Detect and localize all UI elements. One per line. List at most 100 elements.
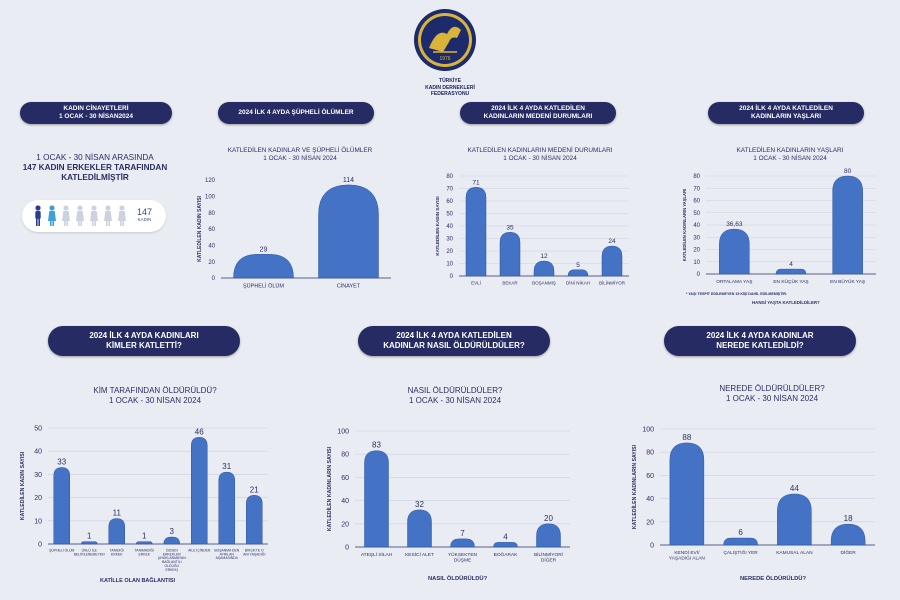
- y-tick-label: 60: [646, 473, 654, 480]
- category-label: BİLİNMİYOR: [599, 280, 626, 286]
- y-axis-label: KATLEDİLEN KADIN SAYISI: [434, 196, 440, 255]
- category-label: ÖZDEN ERKEKLER (AYAKLANMAYAN BAĞLANTILI OLDU…: [158, 548, 186, 572]
- where-x-axis-label: NEREDE ÖLDÜRÜLDÜ?: [740, 576, 807, 582]
- y-tick-label: 20: [646, 519, 654, 526]
- bar-value-label: 35: [506, 224, 514, 231]
- bar-value-label: 33: [57, 457, 66, 466]
- category-label: DİĞER: [841, 549, 857, 556]
- bar: [493, 542, 518, 548]
- bar-value-label: 6: [738, 528, 743, 537]
- y-tick-label: 20: [341, 521, 349, 528]
- category-label: KENDİ EVİ/YAŞADIĞI ALAN: [669, 549, 705, 562]
- y-tick-label: 40: [646, 496, 654, 503]
- ages-question: HANGİ YAŞTA KATLEDİLDİLER?: [752, 300, 820, 305]
- bar: [465, 186, 487, 277]
- y-tick-label: 70: [446, 187, 453, 193]
- who-killed-chart: 0 10 20 30 40 50 KATLEDİLEN KADIN SAYISI 33 ŞÜPH…: [19, 425, 268, 572]
- bar: [536, 523, 561, 548]
- bar-value-label: 4: [789, 261, 793, 268]
- bar-value-label: 3: [170, 527, 175, 536]
- y-tick-label: 80: [693, 174, 700, 180]
- category-label: EN KÜÇÜK YAŞ: [773, 278, 808, 285]
- bar: [832, 175, 863, 275]
- y-tick-label: 0: [697, 272, 701, 278]
- bar-value-label: 36,63: [726, 221, 743, 228]
- category-label: ÜNLÜ İLE BELİRLENEMEYEN: [74, 547, 105, 556]
- category-label: YÜKSEKTEN DÜŞME: [448, 551, 478, 564]
- y-tick-label: 10: [446, 262, 453, 268]
- y-tick-label: 40: [693, 223, 700, 229]
- victim-count: 147 KADIN: [136, 207, 152, 222]
- bar: [723, 537, 758, 546]
- summary-pill: KADIN CİNAYETLERİ 1 OCAK - 30 NİSAN2024: [20, 102, 172, 124]
- category-label: BİLİNMİYOR/DİĞER: [534, 551, 564, 564]
- y-tick-label: 30: [446, 237, 453, 243]
- y-tick-label: 120: [205, 178, 216, 184]
- federation-logo: 1976: [414, 9, 476, 71]
- bar-value-label: 88: [682, 433, 691, 442]
- bar: [775, 268, 807, 275]
- bar-value-label: 11: [113, 508, 122, 517]
- woman-icon-dark: [35, 205, 41, 226]
- bar: [567, 269, 589, 277]
- category-label: EVLİ: [471, 280, 481, 286]
- bar-value-label: 1: [87, 532, 92, 541]
- bar: [777, 493, 812, 546]
- y-tick-label: 80: [646, 450, 654, 457]
- suspicious-chart-title: KATLEDİLEN KADINLAR VE ŞÜPHELİ ÖLÜMLER 1…: [227, 147, 373, 162]
- y-tick-label: 60: [341, 475, 349, 482]
- y-tick-label: 0: [450, 274, 454, 280]
- bar-value-label: 7: [460, 529, 465, 538]
- bar: [108, 518, 125, 545]
- category-label: DİNİ NİKAH: [566, 280, 590, 286]
- bar-value-label: 21: [250, 485, 259, 494]
- bar-value-label: 29: [260, 246, 268, 253]
- bar: [719, 228, 750, 275]
- y-tick-label: 0: [212, 276, 216, 282]
- bar-value-label: 1: [142, 532, 147, 541]
- who-x-axis-label: KATİLLE OLAN BAĞLANTISI: [100, 578, 176, 584]
- category-label: KAMUSAL ALAN: [776, 550, 813, 556]
- y-tick-label: 20: [446, 249, 453, 255]
- bar-value-label: 18: [844, 514, 853, 523]
- category-label: KESİCİ ALET: [405, 551, 434, 558]
- y-axis-label: KATLEDİLEN KADINLARIN SAYISI: [326, 446, 333, 531]
- bar-value-label: 80: [844, 168, 852, 175]
- bar-value-label: 20: [544, 514, 553, 523]
- y-tick-label: 40: [34, 449, 42, 456]
- y-tick-label: 0: [38, 541, 42, 548]
- bar: [450, 538, 475, 548]
- bar-value-label: 31: [222, 462, 231, 471]
- bar-value-label: 12: [540, 253, 548, 260]
- bar: [407, 509, 432, 548]
- how-chart-title: NASIL ÖLDÜRÜLDÜLER? 1 OCAK - 30 NİSAN 20…: [407, 386, 503, 405]
- suspicious-pill: 2024 İLK 4 AYDA ŞÜPHELİ ÖLÜMLER: [218, 102, 374, 124]
- logo-year: 1976: [439, 56, 450, 62]
- y-tick-label: 100: [337, 428, 349, 435]
- people-icons: [35, 205, 126, 226]
- y-tick-label: 50: [446, 212, 453, 218]
- where-pill: 2024 İLK 4 AYDA KADINLAR NEREDE KATLEDİLD…: [664, 326, 856, 356]
- y-axis-label: KATLEDİLEN KADINLARIN SAYISI: [631, 444, 638, 529]
- ages-pill: 2024 İLK 4 AYDA KATLEDİLEN KADINLARIN YAŞ…: [708, 102, 864, 124]
- category-label: AİLE İÇİNDEN: [188, 547, 211, 552]
- how-killed-chart: 0 20 40 60 80 100 KATLEDİLEN KADINLARIN SAYISI…: [326, 428, 570, 564]
- y-tick-label: 10: [693, 260, 700, 266]
- bar: [533, 260, 555, 277]
- marital-chart-title: KATLEDİLEN KADINLARIN MEDENİ DURUMLARI 1…: [467, 147, 613, 162]
- bar-value-label: 24: [608, 238, 616, 245]
- y-tick-label: 50: [693, 211, 700, 217]
- woman-icon-blue: [48, 205, 56, 226]
- y-tick-label: 20: [693, 248, 700, 254]
- category-label: BOĞARAK: [494, 551, 519, 558]
- suspicious-deaths-chart: 0 20 40 60 80 100 120 KATLEDİLEN KADIN SAYISI 29…: [196, 177, 391, 290]
- marital-status-chart: 0 10 20 30 40 50 60 70 80 KATLEDİLEN KADIN SAYISI…: [434, 174, 629, 286]
- y-tick-label: 100: [642, 426, 654, 433]
- bar-value-label: 46: [195, 427, 204, 436]
- bar-value-label: 44: [790, 484, 799, 493]
- y-tick-label: 30: [693, 235, 700, 241]
- bar: [163, 536, 181, 545]
- y-tick-label: 60: [208, 227, 215, 233]
- where-killed-chart: 0 20 40 60 80 100 KATLEDİLEN KADINLARIN SAYISI…: [631, 426, 875, 562]
- y-tick-label: 0: [345, 544, 349, 551]
